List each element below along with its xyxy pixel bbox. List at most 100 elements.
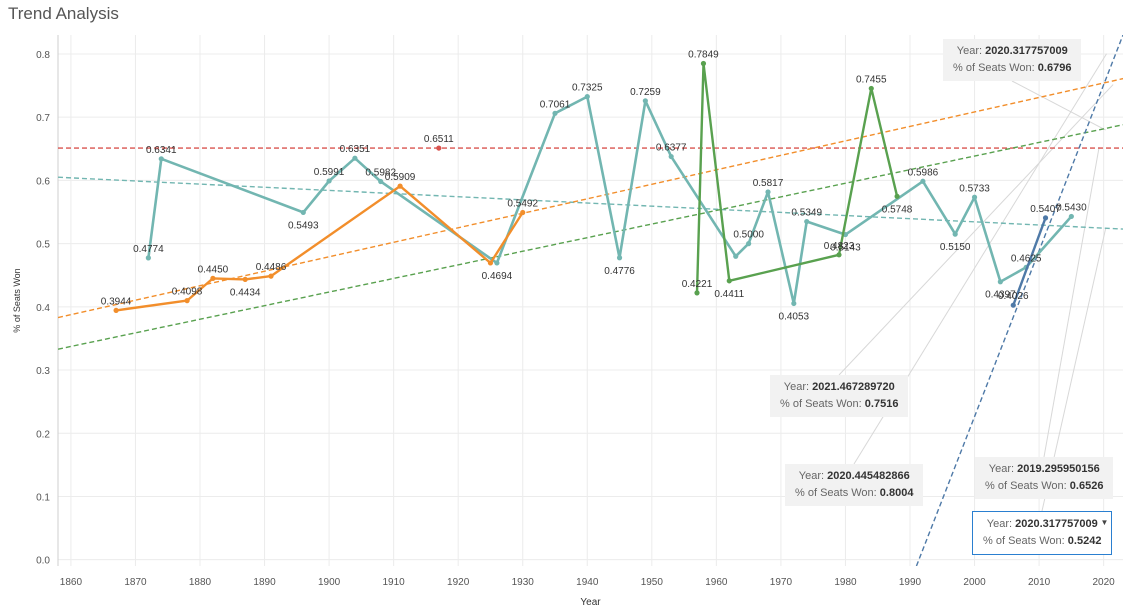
tooltip-year: 2020.445482866	[827, 470, 910, 482]
tooltip-leader-line	[838, 84, 1114, 376]
data-point	[242, 276, 248, 282]
y-tick-label: 0.5	[36, 240, 50, 251]
data-label: 0.4053	[779, 311, 810, 322]
tooltip-value: 0.5242	[1067, 535, 1102, 547]
page-title: Trend Analysis	[8, 4, 119, 23]
data-point	[145, 255, 151, 261]
data-point	[397, 183, 403, 189]
x-tick-label: 1920	[447, 577, 470, 588]
x-axis-title: Year	[580, 597, 601, 608]
y-tick-label: 0.2	[36, 429, 50, 440]
data-point	[1010, 302, 1016, 308]
x-tick-label: 1970	[770, 577, 793, 588]
tooltip-2[interactable]: Year: 2021.467289720 % of Seats Won: 0.7…	[770, 375, 909, 417]
y-axis-title: % of Seats Won	[12, 268, 22, 332]
tooltip-selected[interactable]: ▼ Year: 2020.317757009 % of Seats Won: 0…	[972, 511, 1113, 555]
tooltip-3[interactable]: Year: 2020.445482866 % of Seats Won: 0.8…	[785, 464, 924, 506]
data-label: 0.5991	[314, 167, 345, 178]
x-tick-label: 1900	[318, 577, 341, 588]
data-label: 0.6341	[146, 145, 177, 156]
data-point	[436, 145, 442, 151]
data-label: 0.5492	[507, 199, 538, 210]
x-tick-label: 1980	[834, 577, 857, 588]
data-point	[997, 279, 1003, 285]
data-point	[804, 218, 810, 225]
data-label: 0.7259	[630, 87, 661, 98]
y-tick-label: 0.6	[36, 176, 50, 187]
data-point	[268, 273, 274, 279]
data-point	[971, 194, 978, 200]
tooltip-year: 2020.317757009	[1015, 518, 1098, 530]
tooltip-year: 2021.467289720	[812, 381, 895, 393]
tooltip-value-label: % of Seats Won:	[780, 398, 862, 410]
x-tick-label: 1870	[124, 577, 147, 588]
x-tick-label: 1950	[641, 577, 664, 588]
data-point	[184, 298, 190, 304]
tooltip-year-label: Year:	[783, 381, 810, 393]
series-line	[1012, 217, 1047, 306]
x-tick-label: 1880	[189, 577, 212, 588]
tooltip-value-label: % of Seats Won:	[795, 487, 877, 499]
tooltip-value: 0.6796	[1037, 62, 1072, 74]
data-label: 0.5407	[1030, 204, 1061, 215]
tooltip-value: 0.6526	[1069, 480, 1104, 492]
x-tick-label: 1860	[60, 577, 83, 588]
data-point	[300, 209, 306, 216]
tooltip-year: 2020.317757009	[985, 45, 1068, 57]
data-point	[1042, 215, 1049, 221]
data-label: 0.4434	[230, 287, 261, 298]
data-point	[552, 110, 558, 116]
x-tick-label: 1910	[383, 577, 406, 588]
data-point	[487, 260, 494, 266]
data-point	[733, 253, 739, 259]
data-point	[668, 153, 674, 160]
trend-line	[915, 35, 1123, 566]
data-point	[726, 278, 732, 284]
tooltip-value: 0.7516	[864, 398, 899, 410]
tooltip-4[interactable]: Year: 2019.295950156 % of Seats Won: 0.6…	[975, 457, 1114, 499]
x-tick-label: 2020	[1093, 577, 1116, 588]
data-point	[836, 252, 842, 258]
tooltip-value-label: % of Seats Won:	[953, 62, 1035, 74]
data-point	[210, 275, 216, 281]
data-label: 0.4098	[172, 287, 203, 298]
data-point	[584, 94, 590, 100]
data-label: 0.7849	[688, 50, 719, 61]
data-label: 0.5748	[882, 204, 913, 215]
data-label: 0.4026	[998, 291, 1029, 302]
data-point	[700, 60, 707, 67]
x-tick-label: 1930	[512, 577, 535, 588]
x-tick-label: 1940	[576, 577, 599, 588]
x-tick-label: 1990	[899, 577, 922, 588]
y-tick-label: 0.4	[36, 303, 50, 314]
x-tick-label: 2010	[1028, 577, 1051, 588]
data-point	[746, 241, 752, 247]
tooltip-1[interactable]: Year: 2020.317757009 % of Seats Won: 0.6…	[943, 39, 1082, 81]
tooltip-dropdown-icon[interactable]: ▼	[1100, 518, 1109, 527]
data-label: 0.4694	[482, 271, 513, 282]
data-point	[352, 155, 358, 161]
data-label: 0.5150	[940, 242, 971, 253]
tooltip-leader-line	[1043, 147, 1100, 458]
data-label: 0.5909	[385, 172, 416, 183]
data-series	[113, 60, 1074, 313]
tooltip-value: 0.8004	[879, 487, 914, 499]
y-tick-label: 0.7	[36, 113, 50, 124]
data-label: 0.7061	[540, 99, 571, 110]
data-label: 0.6377	[656, 143, 687, 154]
data-label: 0.6511	[424, 134, 454, 145]
series-line	[115, 184, 524, 312]
data-label: 0.5986	[908, 167, 939, 178]
data-label: 0.4774	[133, 244, 164, 255]
tooltip-year: 2019.295950156	[1017, 463, 1100, 475]
x-tick-label: 1890	[253, 577, 276, 588]
data-point	[694, 290, 700, 296]
tooltip-year-label: Year:	[956, 45, 983, 57]
data-label: 0.5430	[1056, 202, 1087, 213]
data-label: 0.6351	[340, 144, 371, 155]
series-line	[695, 62, 899, 293]
trend-line	[58, 124, 1123, 350]
data-label: 0.5982	[365, 168, 396, 179]
data-label: 0.4450	[198, 264, 229, 275]
